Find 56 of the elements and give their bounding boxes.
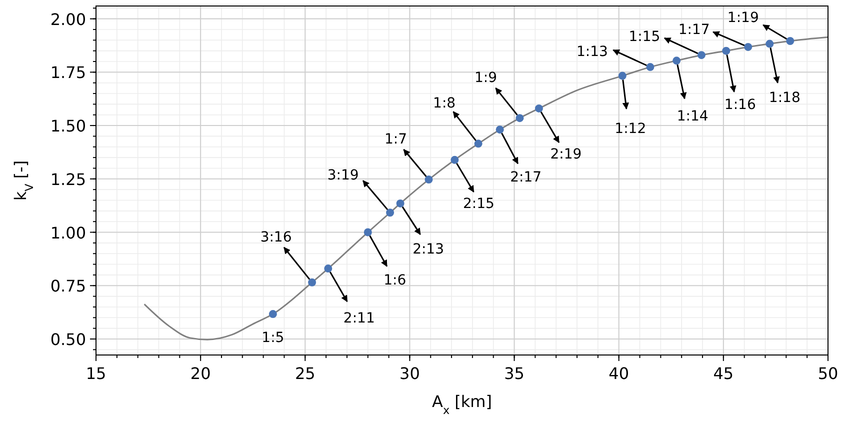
- point: [496, 126, 504, 134]
- annotation: 2:11: [343, 310, 375, 327]
- point: [450, 156, 459, 164]
- annotation: 2:17: [510, 170, 542, 186]
- point: [424, 176, 433, 184]
- x-tick-label: 15: [86, 364, 106, 383]
- x-tick-label: 20: [190, 364, 211, 383]
- annotation: 1:7: [384, 132, 408, 148]
- annotation: 1:14: [676, 108, 708, 125]
- y-tick-label: 1.75: [50, 63, 86, 82]
- y-tick-label: 1.50: [50, 116, 86, 136]
- annotation: 1:8: [433, 96, 456, 112]
- point: [386, 208, 394, 217]
- x-tick-label: 45: [713, 364, 734, 383]
- annotation: 2:15: [462, 196, 494, 212]
- x-tick-label: 35: [504, 364, 524, 383]
- point: [672, 56, 681, 65]
- y-tick-label: 0.50: [50, 330, 86, 349]
- x-tick-label: 40: [608, 364, 630, 383]
- point: [618, 72, 626, 80]
- annotation: 2:13: [412, 241, 444, 258]
- annotation: 1:18: [768, 90, 800, 106]
- point: [324, 264, 332, 273]
- annotation: 3:16: [260, 229, 292, 246]
- point: [786, 37, 794, 46]
- annotation: 1:12: [614, 120, 646, 137]
- annotation: 1:5: [262, 330, 284, 346]
- point: [396, 199, 404, 208]
- point: [646, 63, 654, 72]
- point: [268, 310, 277, 318]
- y-tick-label: 2.00: [50, 10, 86, 29]
- point: [697, 51, 706, 60]
- y-tick-label: 1.25: [50, 170, 86, 189]
- point: [474, 140, 482, 148]
- point: [516, 114, 524, 122]
- point: [722, 46, 730, 55]
- annotation: 1:16: [724, 96, 756, 113]
- point: [308, 278, 316, 286]
- point: [766, 40, 774, 48]
- y-tick-label: 0.75: [50, 276, 86, 296]
- point: [744, 42, 752, 51]
- point: [364, 228, 372, 236]
- x-tick-label: 25: [294, 364, 316, 383]
- annotation: 1:13: [576, 44, 608, 60]
- x-axis-title: A$_{x}$ [km]: [432, 392, 492, 416]
- y-tick-label: 1.00: [50, 223, 86, 242]
- annotation: 1:19: [727, 10, 759, 26]
- annotation: 3:19: [327, 168, 359, 184]
- annotation: 1:9: [474, 70, 497, 86]
- annotation: 1:6: [384, 272, 406, 288]
- annotation: 1:15: [628, 29, 660, 46]
- x-tick-label: 30: [400, 364, 420, 383]
- annotation: 2:19: [550, 146, 582, 162]
- point: [534, 104, 543, 112]
- x-tick-label: 50: [818, 364, 838, 383]
- annotation: 1:17: [678, 22, 710, 38]
